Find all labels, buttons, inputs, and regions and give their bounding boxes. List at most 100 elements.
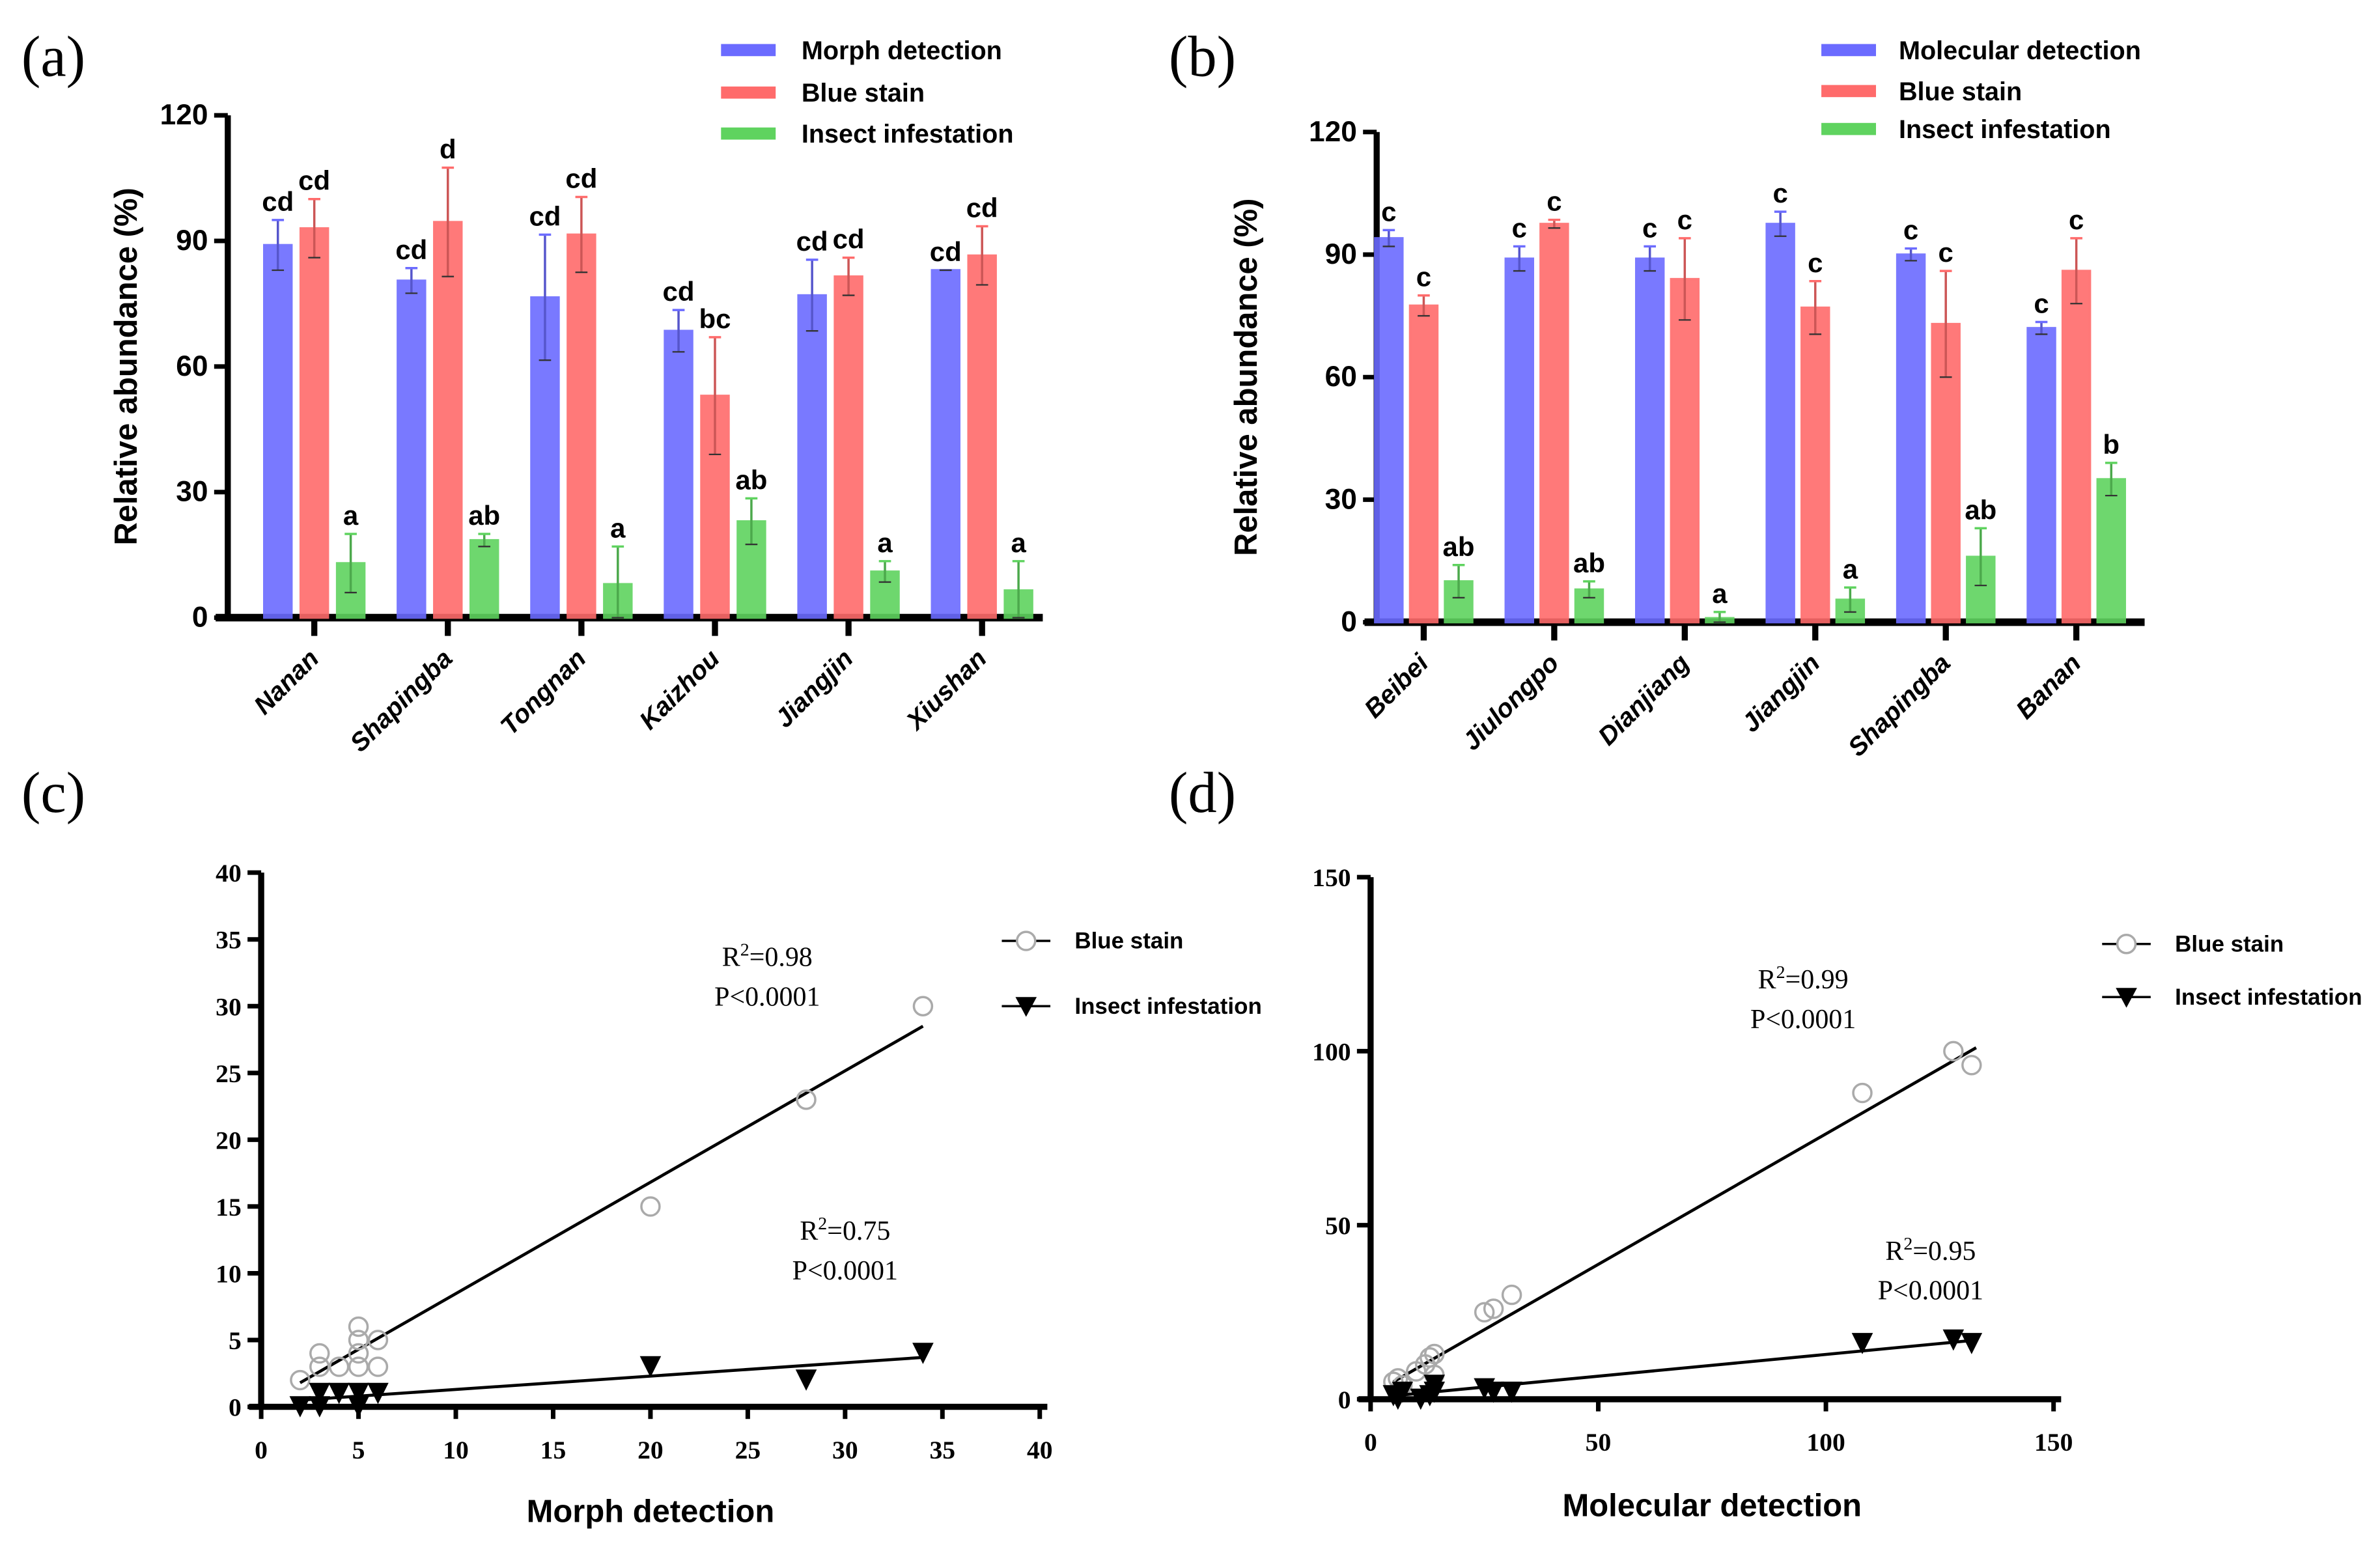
- x-tick-label: Kaizhou: [634, 644, 725, 735]
- point-blue-stain: [1961, 1055, 1982, 1076]
- bar-blue-stain: [1800, 306, 1830, 624]
- bar-molecular-detection: [2026, 327, 2056, 624]
- r-squared-base: R: [800, 1216, 818, 1246]
- x-tick-label: 0: [1364, 1428, 1377, 1457]
- legend-label: Blue stain: [1899, 77, 2022, 106]
- r-squared-label: R2=0.99: [1758, 962, 1849, 995]
- x-tick-label: 5: [352, 1436, 365, 1464]
- point-insect-infestation: [1961, 1333, 1983, 1354]
- y-tick-label: 0: [192, 602, 208, 634]
- legend-label: Blue stain: [1074, 929, 1183, 954]
- legend-swatch: [721, 127, 776, 140]
- x-tick-label: 0: [255, 1436, 268, 1464]
- point-blue-stain: [290, 1369, 311, 1391]
- significance-letter: d: [440, 134, 456, 165]
- point-insect-infestation: [1942, 1329, 1965, 1351]
- significance-letter: cd: [298, 165, 330, 196]
- point-insect-infestation: [1501, 1381, 1522, 1403]
- panel-a: (a) 0 30 60 90 120 Relative abundance (%) Nanan…: [21, 25, 1043, 757]
- y-tick-label: 0: [1341, 606, 1357, 638]
- legend-label: Morph detection: [802, 36, 1002, 65]
- point-insect-infestation: [348, 1396, 369, 1418]
- y-tick-label: 5: [229, 1326, 242, 1355]
- y-tick-label: 150: [1312, 863, 1351, 892]
- point-blue-stain: [912, 996, 934, 1017]
- point-insect-infestation: [328, 1382, 350, 1404]
- y-tick-label: 90: [1325, 238, 1357, 270]
- bar-morph-detection: [664, 329, 693, 619]
- point-blue-stain: [348, 1343, 369, 1364]
- legend-marker-triangle-icon: [1015, 997, 1037, 1017]
- point-blue-stain: [1852, 1082, 1873, 1104]
- legend-label: Blue stain: [2175, 931, 2284, 957]
- r-squared-superscript: 2: [1903, 1234, 1912, 1254]
- bar-molecular-detection: [1374, 237, 1404, 624]
- p-value-label: P<0.0001: [1750, 1005, 1856, 1035]
- point-blue-stain: [640, 1196, 661, 1217]
- y-tick-label: 40: [216, 859, 242, 887]
- x-tick-label: 50: [1586, 1428, 1612, 1457]
- x-tick-label: Xiushan: [900, 644, 992, 736]
- significance-letter: b: [2103, 429, 2120, 460]
- significance-letter: ab: [1443, 531, 1475, 562]
- bar-morph-detection: [263, 244, 293, 619]
- point-insect-infestation: [348, 1382, 369, 1404]
- significance-letter: ab: [735, 464, 767, 495]
- panel-c: (c) 0 5 10 15 20 25 30 35 40 0 5 10 15 20 25 30 35 40 Morph…: [21, 761, 1262, 1530]
- point-blue-stain: [348, 1330, 369, 1350]
- panel-label: (d): [1169, 761, 1236, 825]
- point-insect-infestation: [289, 1396, 311, 1418]
- bar-blue-stain: [700, 395, 730, 619]
- significance-letter: c: [1903, 215, 1918, 245]
- significance-letter: bc: [699, 303, 731, 334]
- significance-letter: c: [1808, 247, 1823, 278]
- significance-letter: c: [1939, 237, 1953, 268]
- point-insect-infestation: [795, 1369, 817, 1391]
- significance-letter: cd: [833, 224, 865, 255]
- panel-d: (d) 0 50 100 150 0 50 100 150 Molecular detection…: [1169, 761, 2362, 1523]
- x-axis-title: Morph detection: [527, 1494, 775, 1530]
- x-tick-label: Banan: [2011, 649, 2087, 725]
- significance-letter: cd: [395, 234, 427, 265]
- bar-blue-stain: [1408, 304, 1439, 624]
- significance-letter: a: [877, 527, 893, 558]
- r-squared-value: =0.75: [827, 1216, 890, 1246]
- y-tick-label: 60: [1325, 361, 1357, 393]
- point-blue-stain: [1424, 1343, 1445, 1365]
- significance-letter: cd: [262, 186, 294, 217]
- point-insect-infestation: [367, 1382, 389, 1404]
- point-insect-infestation: [912, 1343, 934, 1364]
- point-blue-stain: [796, 1089, 817, 1110]
- y-axis-title: Relative abundance (%): [109, 188, 144, 545]
- point-insect-infestation: [309, 1382, 331, 1404]
- r-squared-superscript: 2: [818, 1214, 827, 1234]
- x-tick-label: 15: [540, 1436, 567, 1464]
- point-blue-stain: [309, 1356, 330, 1377]
- r-squared-base: R: [1758, 965, 1776, 995]
- y-axis-title: Relative abundance (%): [1229, 199, 1264, 556]
- point-insect-infestation: [1851, 1333, 1873, 1354]
- y-tick-label: 30: [176, 476, 208, 508]
- significance-letter: a: [1011, 527, 1026, 558]
- legend-swatch: [1821, 44, 1876, 57]
- y-tick-label: 25: [216, 1059, 242, 1088]
- r-squared-label: R2=0.95: [1885, 1234, 1976, 1266]
- x-tick-label: 30: [832, 1436, 858, 1464]
- r-squared-base: R: [1885, 1237, 1903, 1266]
- fit-line-blue-stain: [299, 1025, 924, 1384]
- significance-letter: ab: [1965, 494, 1996, 525]
- bar-molecular-detection: [1896, 253, 1926, 624]
- bar-morph-detection: [931, 269, 960, 619]
- x-tick-label: Shapingba: [344, 644, 458, 757]
- point-blue-stain: [348, 1356, 369, 1377]
- x-tick-label: 40: [1027, 1436, 1053, 1464]
- significance-letter: c: [1512, 212, 1527, 243]
- significance-letter: ab: [1573, 548, 1605, 578]
- p-value-label: P<0.0001: [1878, 1276, 1983, 1306]
- r-squared-base: R: [722, 943, 740, 973]
- point-blue-stain: [367, 1330, 389, 1350]
- bar-blue-stain: [567, 233, 596, 619]
- point-insect-infestation: [309, 1396, 331, 1418]
- x-tick-label: 100: [1806, 1428, 1845, 1457]
- point-blue-stain: [1943, 1041, 1964, 1062]
